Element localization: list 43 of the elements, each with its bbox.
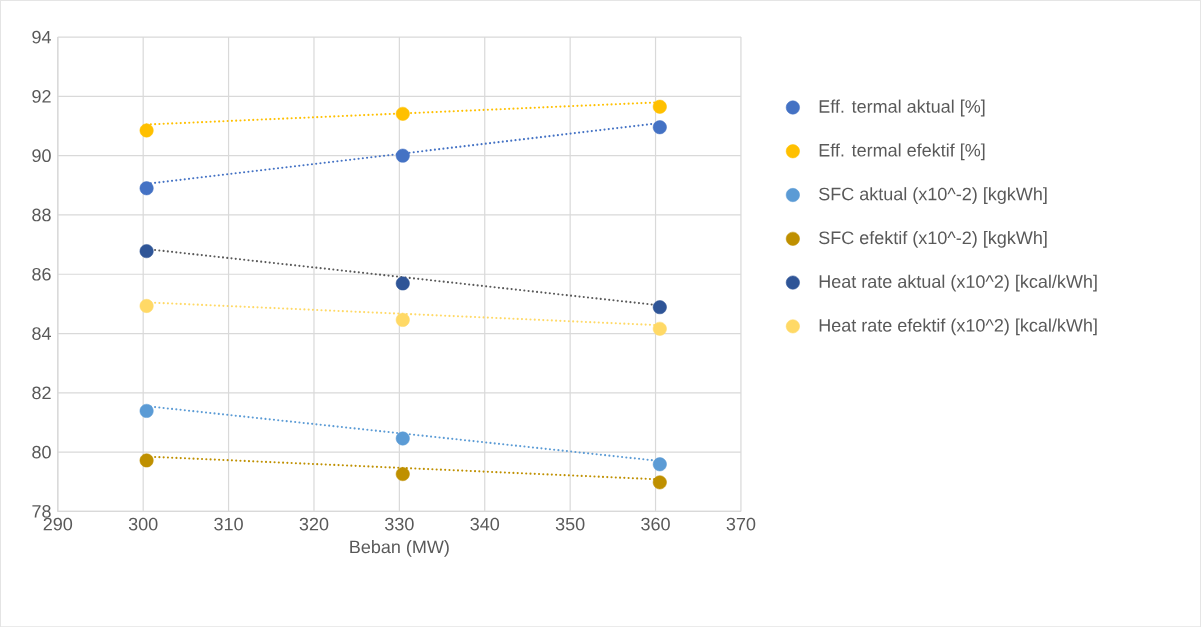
point bbox=[139, 298, 154, 313]
legend-label: Eff. termal aktual [%] bbox=[819, 99, 985, 117]
y-tick-label: 94 bbox=[32, 30, 51, 44]
y-tick-label: 90 bbox=[32, 149, 51, 162]
point bbox=[395, 467, 410, 481]
y-tick-label: 80 bbox=[32, 445, 51, 459]
point bbox=[139, 403, 154, 418]
point bbox=[139, 181, 154, 196]
point bbox=[652, 457, 667, 472]
x-tick-label: 370 bbox=[726, 517, 756, 531]
point bbox=[395, 148, 410, 163]
point bbox=[139, 453, 154, 468]
legend-label: SFC aktual (x10^-2) [kgkWh] bbox=[819, 187, 1047, 204]
y-tick-label: 86 bbox=[32, 267, 51, 281]
legend-label: Heat rate aktual (x10^2) [kcal/kWh] bbox=[819, 274, 1097, 292]
point bbox=[395, 276, 410, 291]
x-axis-title: Beban (MW) bbox=[350, 539, 449, 557]
point bbox=[395, 431, 410, 446]
point bbox=[139, 123, 154, 138]
x-tick-label: 290 bbox=[43, 517, 73, 531]
point bbox=[652, 120, 667, 135]
legend-label: Eff. termal efektif [%] bbox=[819, 143, 985, 161]
x-tick-label: 320 bbox=[299, 517, 329, 531]
y-tick-label: 84 bbox=[32, 327, 51, 340]
point bbox=[395, 312, 410, 327]
y-tick-label: 88 bbox=[32, 208, 51, 222]
point bbox=[395, 106, 410, 121]
x-tick-label: 350 bbox=[555, 517, 585, 531]
legend-label: Heat rate efektif (x10^2) [kcal/kWh] bbox=[819, 318, 1097, 336]
y-tick-label: 92 bbox=[32, 89, 51, 103]
x-tick-label: 310 bbox=[214, 517, 243, 531]
point bbox=[652, 300, 667, 314]
legend-label: SFC efektif (x10^-2) [kgkWh] bbox=[819, 230, 1047, 248]
x-tick-label: 300 bbox=[128, 517, 158, 531]
point bbox=[652, 475, 667, 490]
x-tick-label: 360 bbox=[641, 517, 670, 531]
y-tick-label: 82 bbox=[32, 386, 51, 400]
y-tick-label: 78 bbox=[32, 504, 51, 518]
x-tick-label: 340 bbox=[470, 517, 500, 531]
point bbox=[652, 99, 667, 114]
x-tick-label: 330 bbox=[385, 517, 414, 531]
point bbox=[139, 244, 154, 258]
point bbox=[652, 321, 667, 336]
